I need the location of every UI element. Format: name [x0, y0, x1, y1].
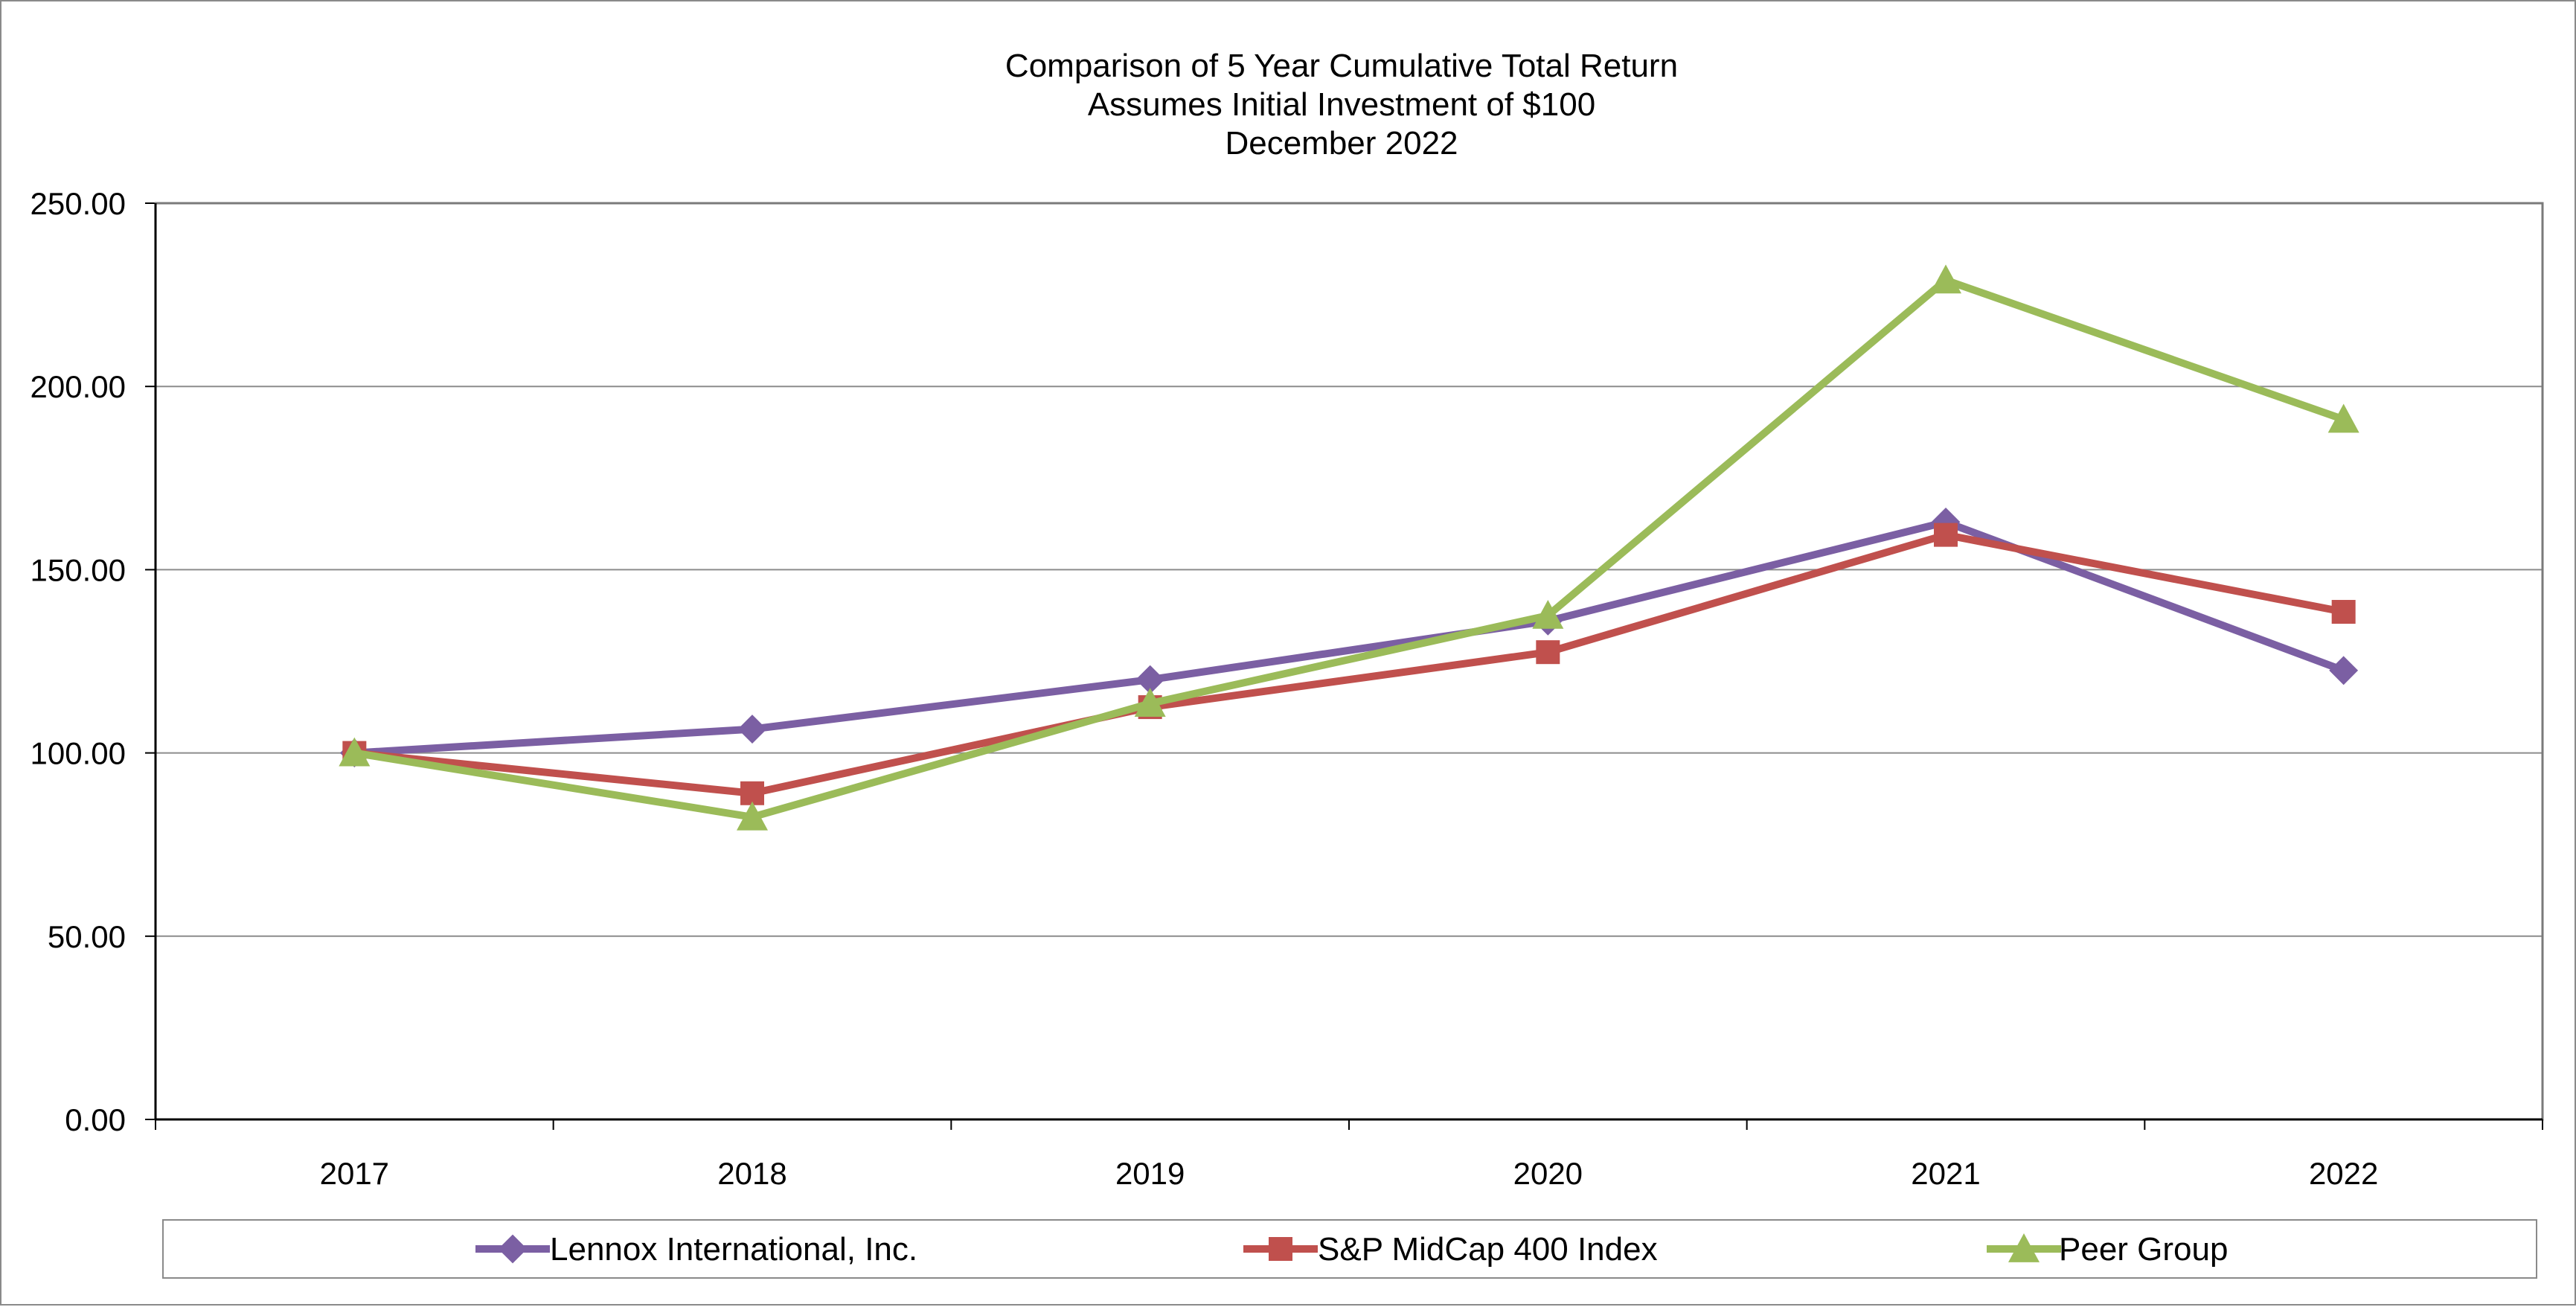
x-tick-label: 2021: [1911, 1156, 1980, 1191]
legend-label: Peer Group: [2059, 1231, 2228, 1268]
data-point: [737, 801, 768, 831]
data-point: [2331, 600, 2356, 624]
legend-marker: [2008, 1233, 2040, 1262]
data-point: [2329, 656, 2359, 686]
gridlines: [156, 386, 2543, 937]
legend-item: Peer Group: [1987, 1231, 2228, 1268]
legend-marker: [1269, 1237, 1292, 1261]
legend-label: S&P MidCap 400 Index: [1318, 1231, 1658, 1268]
series-line: [350, 531, 2348, 797]
chart-title: Comparison of 5 Year Cumulative Total Re…: [1005, 48, 1678, 162]
y-tick-label: 100.00: [31, 736, 126, 771]
x-tick-label: 2020: [1513, 1156, 1583, 1191]
x-axis-tick-labels: 2017 2018 2019 2020 2021 2022: [320, 1156, 2379, 1191]
series-line: [350, 276, 2348, 821]
data-point: [1532, 599, 1564, 629]
data-point: [740, 781, 764, 805]
legend-box: [162, 1219, 2537, 1279]
title-line-2: Assumes Initial Investment of $100: [1088, 86, 1595, 123]
y-tick-label: 250.00: [31, 186, 126, 221]
data-point: [1930, 264, 1961, 294]
title-line-1: Comparison of 5 Year Cumulative Total Re…: [1005, 48, 1678, 84]
x-tick-label: 2018: [717, 1156, 786, 1191]
y-tick-label: 200.00: [31, 369, 126, 404]
title-line-3: December 2022: [1225, 125, 1458, 162]
y-axis-tick-labels: 0.00 50.00 100.00 150.00 200.00 250.00: [31, 186, 126, 1137]
y-tick-label: 50.00: [48, 919, 126, 954]
legend-item: S&P MidCap 400 Index: [1243, 1231, 1658, 1268]
data-point: [1134, 688, 1166, 717]
axes: [145, 202, 2544, 1130]
data-point: [339, 737, 371, 767]
series: [339, 264, 2359, 831]
x-tick-label: 2022: [2309, 1156, 2378, 1191]
y-tick-label: 150.00: [31, 552, 126, 587]
legend-marker: [498, 1234, 528, 1264]
data-point: [1934, 523, 1958, 547]
legend: Lennox International, Inc. S&P MidCap 400…: [162, 1219, 2537, 1279]
data-point: [1536, 640, 1560, 665]
y-tick-label: 0.00: [65, 1102, 126, 1137]
x-tick-label: 2019: [1115, 1156, 1185, 1191]
series-diamond: [339, 507, 2359, 768]
legend-label: Lennox International, Inc.: [550, 1231, 917, 1268]
legend-item: Lennox International, Inc.: [475, 1231, 917, 1268]
x-tick-label: 2017: [320, 1156, 389, 1191]
data-point: [2327, 403, 2359, 433]
data-point: [737, 715, 767, 744]
series-triangle: [339, 264, 2359, 831]
